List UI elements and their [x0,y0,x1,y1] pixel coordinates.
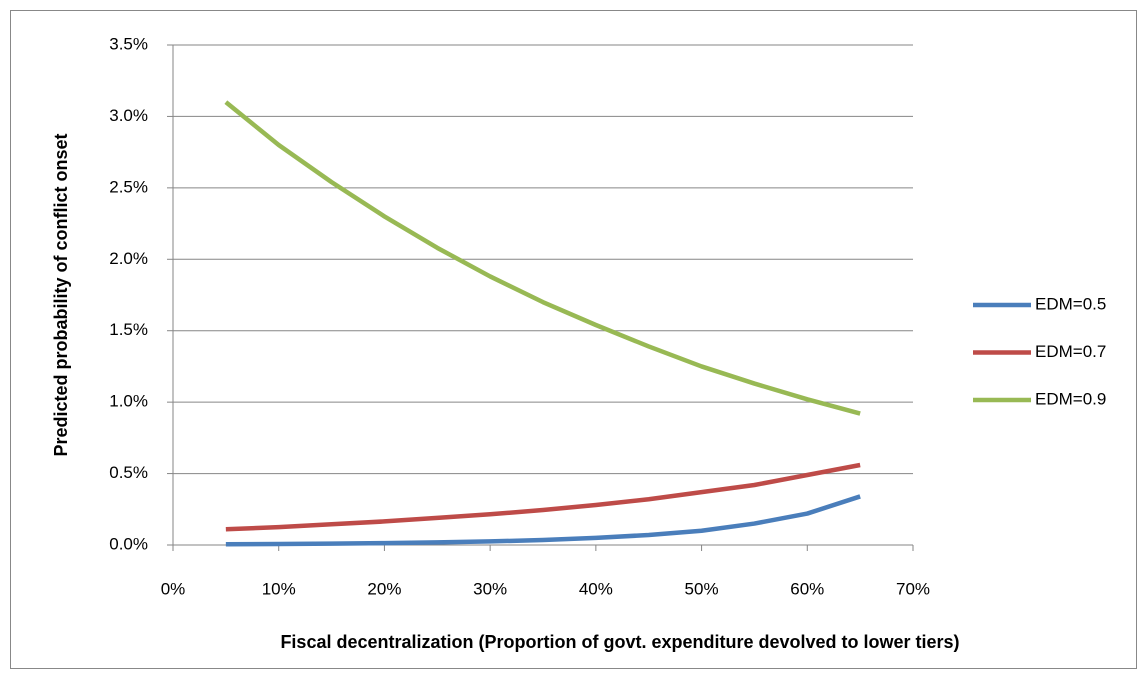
x-tick-label: 40% [579,579,613,598]
y-tick-label: 2.5% [109,177,148,196]
y-tick-label: 1.5% [109,320,148,339]
chart-frame [10,10,1137,669]
y-axis-title: Predicted probability of conflict onset [51,133,71,456]
y-tick-label: 0.0% [109,534,148,553]
y-tick-label: 2.0% [109,249,148,268]
x-tick-label: 10% [262,579,296,598]
line-series [225,494,861,547]
legend-label: EDM=0.5 [1035,294,1106,313]
x-tick-label: 0% [161,579,186,598]
line-series [224,100,861,416]
y-tick-label: 0.5% [109,463,148,482]
legend-label: EDM=0.9 [1035,389,1106,408]
line-series [225,462,861,532]
x-tick-label: 60% [790,579,824,598]
x-tick-label: 70% [896,579,930,598]
y-tick-label: 1.0% [109,392,148,411]
x-axis-title: Fiscal decentralization (Proportion of g… [280,632,959,652]
x-tick-label: 20% [367,579,401,598]
x-tick-label: 50% [685,579,719,598]
y-tick-label: 3.0% [109,106,148,125]
x-tick-label: 30% [473,579,507,598]
y-tick-label: 3.5% [109,34,148,53]
legend-label: EDM=0.7 [1035,342,1106,361]
